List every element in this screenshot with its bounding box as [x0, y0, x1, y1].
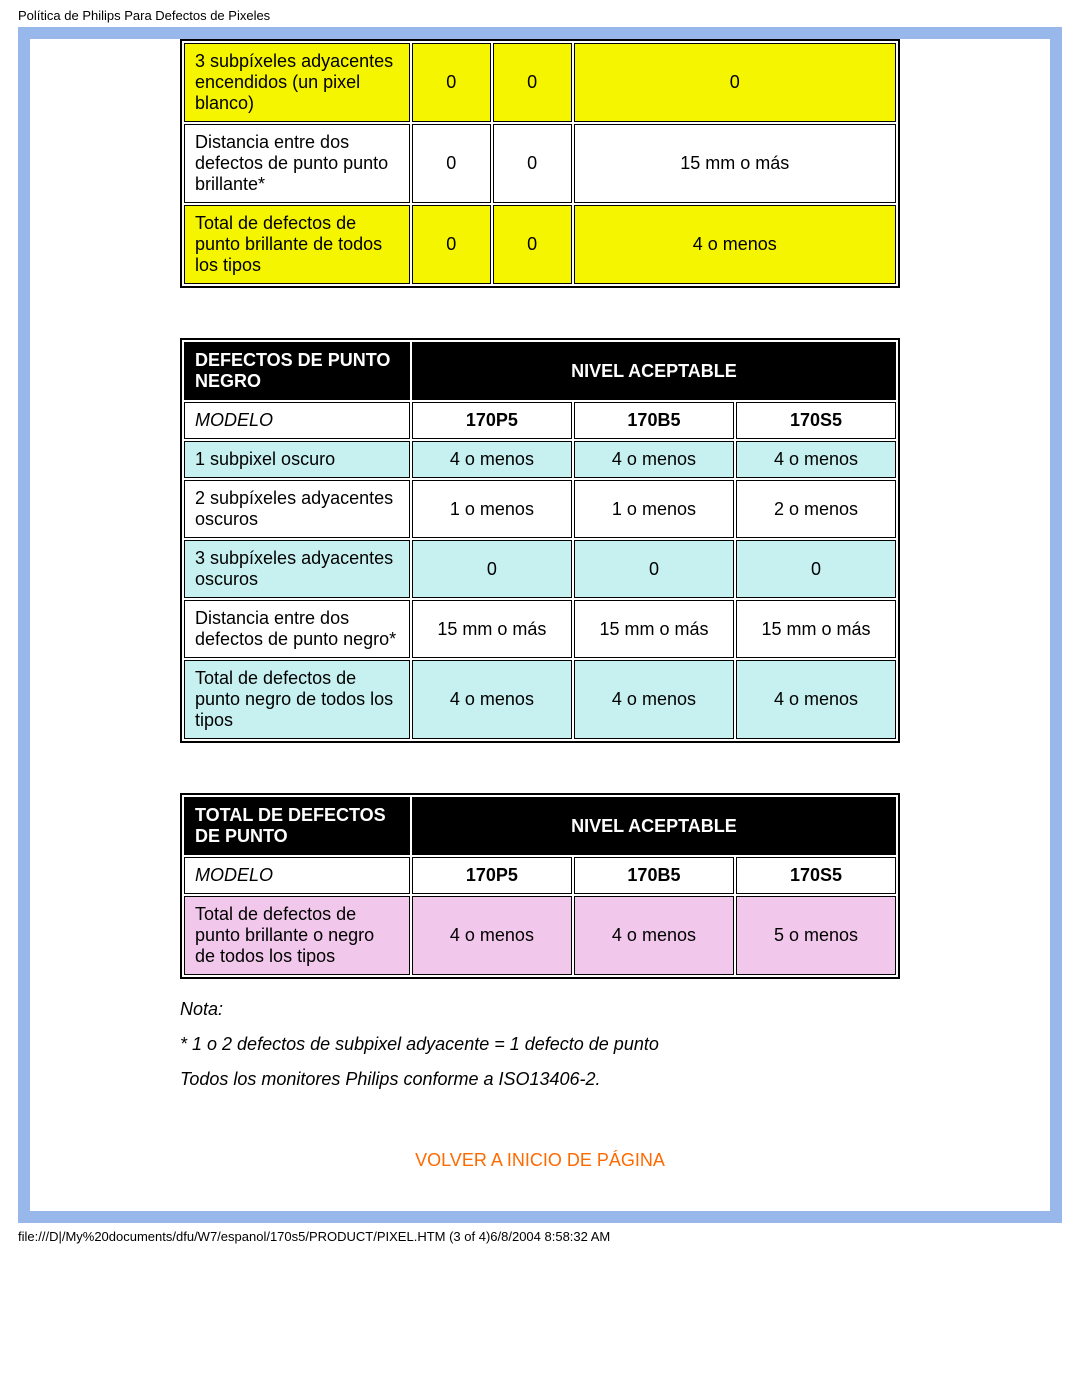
note-2: Todos los monitores Philips conforme a I…	[180, 1069, 900, 1090]
header-left: DEFECTOS DE PUNTO NEGRO	[184, 342, 410, 400]
table-row: 3 subpíxeles adyacentes encendidos (un p…	[184, 43, 896, 122]
note-label: Nota:	[180, 999, 900, 1020]
model-col: 170B5	[574, 402, 734, 439]
model-col: 170P5	[412, 857, 572, 894]
row-val: 4 o menos	[736, 660, 896, 739]
row-val: 1 o menos	[574, 480, 734, 538]
row-val: 0	[412, 124, 491, 203]
table-row: 2 subpíxeles adyacentes oscuros1 o menos…	[184, 480, 896, 538]
row-val: 5 o menos	[736, 896, 896, 975]
row-val: 0	[412, 43, 491, 122]
row-val: 0	[412, 540, 572, 598]
model-row: MODELO170P5170B5170S5	[184, 857, 896, 894]
row-label: Total de defectos de punto brillante o n…	[184, 896, 410, 975]
row-val: 15 mm o más	[574, 600, 734, 658]
row-val: 1 o menos	[412, 480, 572, 538]
model-label: MODELO	[184, 402, 410, 439]
model-col: 170S5	[736, 857, 896, 894]
model-col: 170S5	[736, 402, 896, 439]
table-total-defects: TOTAL DE DEFECTOS DE PUNTONIVEL ACEPTABL…	[180, 793, 900, 979]
table-row: Distancia entre dos defectos de punto ne…	[184, 600, 896, 658]
row-val: 4 o menos	[412, 660, 572, 739]
table-row: Total de defectos de punto brillante de …	[184, 205, 896, 284]
header-right: NIVEL ACEPTABLE	[412, 342, 896, 400]
row-val: 0	[493, 205, 572, 284]
table-row: 1 subpixel oscuro4 o menos4 o menos4 o m…	[184, 441, 896, 478]
row-label: 3 subpíxeles adyacentes oscuros	[184, 540, 410, 598]
row-label: Distancia entre dos defectos de punto pu…	[184, 124, 410, 203]
table-bright-defects: 3 subpíxeles adyacentes encendidos (un p…	[180, 39, 900, 288]
table-black-defects: DEFECTOS DE PUNTO NEGRONIVEL ACEPTABLEMO…	[180, 338, 900, 743]
row-val: 15 mm o más	[574, 124, 897, 203]
table-header-row: TOTAL DE DEFECTOS DE PUNTONIVEL ACEPTABL…	[184, 797, 896, 855]
table-row: 3 subpíxeles adyacentes oscuros000	[184, 540, 896, 598]
back-to-top-text[interactable]: VOLVER A INICIO DE PÁGINA	[415, 1150, 665, 1170]
row-label: 2 subpíxeles adyacentes oscuros	[184, 480, 410, 538]
model-row: MODELO170P5170B5170S5	[184, 402, 896, 439]
row-val: 0	[493, 124, 572, 203]
table-row: Total de defectos de punto brillante o n…	[184, 896, 896, 975]
header-right: NIVEL ACEPTABLE	[412, 797, 896, 855]
row-val: 4 o menos	[574, 896, 734, 975]
row-label: Distancia entre dos defectos de punto ne…	[184, 600, 410, 658]
row-val: 0	[736, 540, 896, 598]
table-header-row: DEFECTOS DE PUNTO NEGRONIVEL ACEPTABLE	[184, 342, 896, 400]
table-row: Total de defectos de punto negro de todo…	[184, 660, 896, 739]
page-footer-path: file:///D|/My%20documents/dfu/W7/espanol…	[0, 1223, 1080, 1250]
row-label: Total de defectos de punto negro de todo…	[184, 660, 410, 739]
row-val: 4 o menos	[574, 441, 734, 478]
notes-block: Nota: * 1 o 2 defectos de subpixel adyac…	[180, 999, 900, 1090]
row-val: 4 o menos	[574, 660, 734, 739]
row-label: 1 subpixel oscuro	[184, 441, 410, 478]
row-val: 2 o menos	[736, 480, 896, 538]
model-label: MODELO	[184, 857, 410, 894]
row-val: 4 o menos	[412, 896, 572, 975]
page-content: 3 subpíxeles adyacentes encendidos (un p…	[30, 39, 1050, 1211]
row-val: 15 mm o más	[412, 600, 572, 658]
page-header-path: Política de Philips Para Defectos de Pix…	[0, 0, 1080, 27]
row-val: 0	[574, 43, 897, 122]
row-label: 3 subpíxeles adyacentes encendidos (un p…	[184, 43, 410, 122]
row-val: 4 o menos	[574, 205, 897, 284]
row-val: 0	[412, 205, 491, 284]
row-label: Total de defectos de punto brillante de …	[184, 205, 410, 284]
row-val: 15 mm o más	[736, 600, 896, 658]
header-left: TOTAL DE DEFECTOS DE PUNTO	[184, 797, 410, 855]
model-col: 170B5	[574, 857, 734, 894]
model-col: 170P5	[412, 402, 572, 439]
back-to-top-link[interactable]: VOLVER A INICIO DE PÁGINA	[180, 1150, 900, 1171]
row-val: 0	[493, 43, 572, 122]
table-row: Distancia entre dos defectos de punto pu…	[184, 124, 896, 203]
page-frame: 3 subpíxeles adyacentes encendidos (un p…	[18, 27, 1062, 1223]
row-val: 4 o menos	[736, 441, 896, 478]
row-val: 0	[574, 540, 734, 598]
note-1: * 1 o 2 defectos de subpixel adyacente =…	[180, 1034, 900, 1055]
row-val: 4 o menos	[412, 441, 572, 478]
